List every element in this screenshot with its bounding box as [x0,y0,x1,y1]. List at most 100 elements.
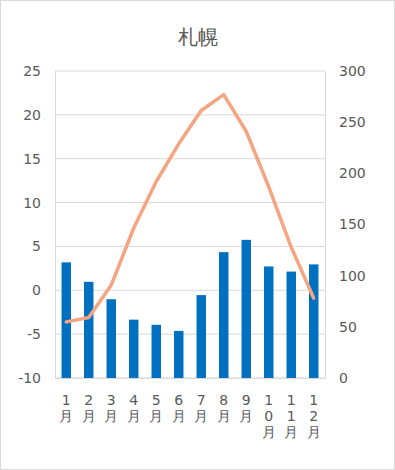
x-axis: 1月2月3月4月5月6月7月8月9月10月11月12月 [56,379,326,440]
y-axis: -10-50510152025 [18,63,55,386]
tick-label: 5月 [149,392,163,424]
tick: -10 [18,370,55,386]
grid-line [55,71,325,72]
tick-label: 15 [23,151,41,167]
tick-label-char: 月 [239,408,253,424]
tick-label-char: 5 [152,392,161,408]
line [66,95,314,322]
tick-label: 8月 [217,392,231,424]
bar [107,299,116,378]
tick: 0 [325,370,348,386]
tick-label: 10月 [262,392,276,440]
grid-line [55,246,325,247]
tick: 100 [325,268,366,284]
tick-label-char: 月 [104,408,118,424]
tick: 300 [325,63,366,79]
tick-label-char: 6 [174,392,183,408]
tick-label: -5 [27,326,41,342]
tick: 12月 [307,392,321,440]
tick: 15 [23,151,55,167]
tick-label: 100 [339,268,366,284]
tick: 2月 [82,392,96,424]
grid-line [55,158,325,159]
bar [287,272,296,378]
tick-label-char: 1 [287,392,296,408]
grid [55,71,325,378]
title: 札幌 [178,25,218,49]
bar [242,240,251,378]
tick-label: 300 [339,63,366,79]
tick-label: 3月 [104,392,118,424]
tick-label: 0 [32,282,41,298]
grid-line [55,378,325,379]
tick-label-char: 月 [284,424,298,440]
tick-label-char: 2 [309,408,318,424]
tick-label-char: 1 [264,392,273,408]
tick-label: 150 [339,216,366,232]
tick-label-char: 1 [62,392,71,408]
tick: 150 [325,216,366,232]
bar-series [62,240,319,378]
bar [174,331,183,378]
tick-label: 25 [23,63,41,79]
tick-label-char: 2 [84,392,93,408]
tick-label-char: 月 [59,408,73,424]
y2-axis: 0 50 100 150 200 250 300 [325,63,366,386]
tick: 200 [325,165,366,181]
tick-label-char: 0 [264,408,273,424]
tick-label: 200 [339,165,366,181]
tick: 1月 [59,392,73,424]
tick: 5月 [149,392,163,424]
tick-label-char: 1 [309,392,318,408]
marks [62,95,319,378]
grid-line [55,202,325,203]
tick-label-char: 月 [127,408,141,424]
bar [129,320,138,378]
tick: 8月 [217,392,231,424]
tick: 4月 [127,392,141,424]
tick: 5 [32,238,55,254]
bar [84,282,93,378]
tick-label: 7月 [194,392,208,424]
tick-label: 5 [32,238,41,254]
tick-label-char: 9 [242,392,251,408]
tick-label: 0 [339,370,348,386]
tick-label-char: 月 [307,424,321,440]
axis-line [56,378,326,379]
bar [197,295,206,378]
tick-label-char: 7 [197,392,206,408]
tick-label: 11月 [284,392,298,440]
tick-label-char: 月 [82,408,96,424]
tick-label: 1月 [59,392,73,424]
tick: 11月 [284,392,298,440]
tick: 3月 [104,392,118,424]
tick: 50 [325,319,357,335]
tick-label-char: 月 [262,424,276,440]
tick-label: -10 [18,370,41,386]
tick-label-char: 月 [217,408,231,424]
axis-line [325,72,326,379]
tick: 250 [325,114,366,130]
bar [309,264,318,378]
tick-label-char: 8 [219,392,228,408]
tick: 6月 [172,392,186,424]
tick-label: 4月 [127,392,141,424]
bar [219,252,228,378]
tick-label-char: 4 [129,392,138,408]
bar [152,325,161,378]
tick: -5 [27,326,55,342]
chart: 札幌-10-505101520250501001502002503001月2月3… [0,0,395,470]
tick-label-char: 1 [287,408,296,424]
grid-line [55,114,325,115]
tick-label: 9月 [239,392,253,424]
axis-line [55,72,56,379]
grid-line [55,334,325,335]
tick-label: 12月 [307,392,321,440]
tick: 10月 [262,392,276,440]
tick: 10 [23,195,55,211]
tick-label: 2月 [82,392,96,424]
tick-label-char: 3 [107,392,116,408]
plot: -10-505101520250501001502002503001月2月3月4… [18,63,366,440]
tick-label-char: 月 [172,408,186,424]
tick-label: 250 [339,114,366,130]
